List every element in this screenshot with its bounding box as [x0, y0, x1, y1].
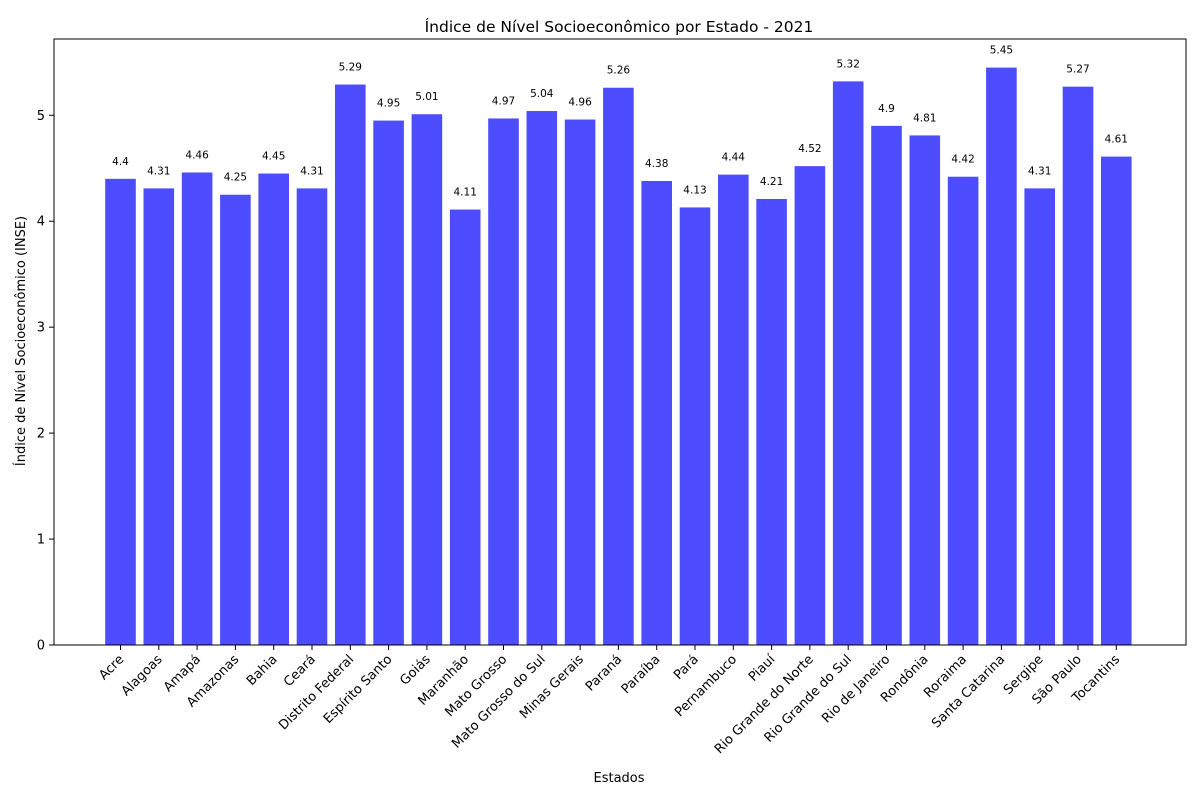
bar-value-label: 4.46: [185, 149, 209, 161]
bar: [181, 172, 213, 646]
bar: [1024, 188, 1055, 645]
plot-frame: [53, 38, 1187, 646]
y-tick-label: 1: [37, 533, 45, 548]
bar: [373, 120, 404, 645]
bar: [603, 87, 634, 646]
y-axis: 0 1 2 3 4 5: [37, 109, 54, 654]
y-axis-label: Índice de Nível Socioeconômico (INSE): [13, 216, 29, 466]
bar-value-label: 4.42: [951, 154, 974, 166]
bar-value-label: 4.25: [224, 172, 247, 184]
bar: [909, 135, 941, 645]
bar-value-label: 5.45: [990, 45, 1013, 57]
bar: [832, 81, 864, 645]
bar-value-label: 4.9: [878, 103, 895, 115]
bar: [794, 166, 826, 645]
chart-title: Índice de Nível Socioeconômico por Estad…: [425, 17, 814, 36]
bar-value-label: 5.26: [607, 65, 631, 77]
bar: [679, 207, 711, 645]
bar: [143, 188, 175, 645]
x-tick-label: Paraíba: [619, 652, 664, 697]
bar: [756, 198, 787, 646]
x-axis-label: Estados: [593, 771, 644, 786]
bar-value-label: 5.04: [530, 88, 554, 100]
y-tick-label: 0: [37, 639, 45, 654]
x-tick-label: Rio de Janeiro: [819, 652, 893, 726]
bar: [258, 173, 289, 646]
bar: [718, 174, 749, 646]
bar: [986, 67, 1017, 646]
x-tick-label: Paraná: [583, 652, 625, 694]
x-tick-label: Bahia: [244, 652, 281, 689]
bar-value-label: 5.32: [837, 58, 860, 70]
bar-value-label: 4.4: [112, 156, 129, 168]
bar: [335, 84, 366, 645]
bar: [871, 125, 902, 646]
bar: [564, 119, 596, 645]
x-tick-label: Espírito Santo: [321, 652, 396, 727]
bar-value-label: 4.31: [147, 165, 170, 177]
bar-value-labels: 4.4 4.31 4.46 4.25 4.45 4.31 5.29 4.95 5.01 4.11 4…: [112, 45, 1128, 199]
bar: [488, 118, 519, 645]
bar-value-label: 4.95: [377, 98, 400, 110]
bar: [1062, 86, 1094, 646]
x-tick-label: Piauí: [746, 652, 779, 685]
bar-value-label: 5.29: [339, 62, 362, 74]
x-tick-label: Goiás: [397, 652, 433, 688]
y-tick-label: 3: [37, 321, 45, 336]
bar-value-label: 4.96: [568, 97, 592, 109]
bar-value-label: 4.13: [683, 184, 706, 196]
bar: [1101, 156, 1132, 645]
bar-value-label: 4.31: [1028, 165, 1051, 177]
y-tick-label: 5: [37, 109, 45, 124]
y-tick-label: 4: [37, 215, 45, 230]
bar-value-label: 4.31: [300, 165, 323, 177]
bar-value-label: 4.21: [760, 176, 783, 188]
bar-value-label: 4.45: [262, 151, 285, 163]
bar: [105, 178, 136, 645]
bar-value-label: 4.52: [798, 143, 821, 155]
bar: [411, 114, 443, 646]
bar-value-label: 4.44: [722, 152, 746, 164]
bar-value-label: 4.81: [913, 112, 936, 124]
bars-group: [105, 67, 1132, 646]
bar-value-label: 4.38: [645, 158, 668, 170]
bar: [947, 176, 979, 646]
x-tick-label: Acre: [96, 652, 127, 683]
x-tick-label: Pará: [671, 652, 702, 683]
bar: [526, 111, 558, 646]
bar-value-label: 4.11: [454, 187, 477, 199]
bar-value-label: 5.27: [1066, 64, 1089, 76]
bar: [449, 209, 481, 645]
bar: [641, 180, 672, 645]
bar: [296, 188, 328, 645]
bar-value-label: 4.97: [492, 95, 515, 107]
bar: [220, 194, 251, 646]
bar-value-label: 5.01: [415, 91, 438, 103]
x-tick-label: Alagoas: [119, 652, 166, 699]
bar-value-label: 4.61: [1105, 134, 1128, 146]
y-tick-label: 2: [37, 427, 45, 442]
